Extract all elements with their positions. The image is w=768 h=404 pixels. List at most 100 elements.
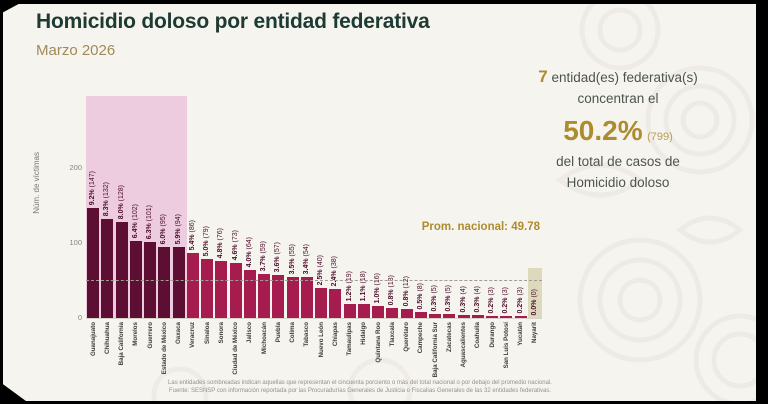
vignette-corner (0, 0, 26, 14)
x-axis-label-guanajuato: Guanajuato (89, 322, 97, 357)
bar-value-label: 1.0% (16) (374, 272, 382, 303)
bar-puebla (272, 275, 285, 318)
x-axis-label-colima: Colima (289, 322, 297, 343)
y-tick-100: 100 (69, 238, 82, 247)
bar-value-label: 5.0% (79) (203, 225, 211, 256)
bar-value-label: 6.0% (95) (160, 213, 168, 244)
page-title: Homicidio doloso por entidad federativa (36, 10, 430, 33)
x-axis-label-sinaloa: Sinaloa (203, 322, 211, 345)
x-axis-label-campeche: Campeche (417, 322, 425, 354)
national-average-line (86, 279, 542, 281)
bar-nuevo-leon (315, 288, 327, 318)
bar-durango (486, 316, 498, 318)
footnote-line2: Fuente: SESNSP con información reportada… (168, 387, 552, 394)
bar-value-label: 1.2% (19) (345, 270, 353, 301)
bar-value-label: 3.5% (55) (288, 243, 296, 274)
vignette-corner (0, 382, 30, 404)
bar-value-label: 8.3% (132) (103, 181, 111, 216)
bar-value-label: 0.2% (3) (502, 286, 510, 313)
x-axis-label-aguascalientes: Aguascalientes (460, 322, 468, 368)
x-axis-label-baja-california-sur: Baja California Sur (431, 322, 439, 378)
entity-count: 7 (538, 67, 548, 86)
bar-value-label: 0.2% (3) (516, 286, 524, 313)
x-axis-label-jalisco: Jalisco (246, 322, 254, 343)
x-axis-label-chiapas: Chiapas (331, 322, 339, 347)
x-axis-label-sonora: Sonora (217, 322, 225, 344)
vignette-corner (750, 0, 768, 10)
bar-queretaro (400, 309, 413, 318)
bar-jalisco (243, 270, 256, 318)
screen-edge-left (0, 0, 3, 404)
bar-colima (286, 277, 299, 318)
total-label-line1: del total de casos de (556, 154, 680, 169)
bar-value-label: 0.3% (5) (431, 284, 439, 311)
bar-value-label: 3.7% (59) (260, 240, 268, 271)
x-axis-label-queretaro: Querétaro (403, 322, 411, 352)
entities-label: entidad(es) federativa(s) (551, 70, 698, 85)
x-axis-label-durango: Durango (488, 322, 496, 348)
screen-edge-right (756, 0, 768, 404)
bar-value-label: 2.4% (38) (331, 255, 339, 286)
bar-morelos (129, 241, 142, 318)
bar-value-label: 8.0% (128) (117, 184, 125, 219)
bar-yucatan (514, 316, 527, 318)
bar-value-label: 0.5% (8) (416, 282, 424, 309)
bar-coahuila (471, 315, 484, 318)
bar-tabasco (300, 277, 313, 318)
bar-baja-california (115, 222, 128, 318)
x-axis-line (86, 318, 542, 319)
bar-sinaloa (201, 259, 213, 318)
footnote: Las entidades sombreadas indican aquella… (128, 380, 592, 395)
x-axis-label-oaxaca: Oaxaca (175, 322, 183, 345)
vignette-corner (752, 392, 768, 404)
bar-chart-plot: 0 100 200 9.2% (147) Guanajuato 8.3% (132) Chi… (69, 96, 542, 377)
bar-san-luis-potosi (500, 316, 513, 318)
footnote-line1: Las entidades sombreadas indican aquella… (168, 380, 552, 386)
x-axis-label-chihuahua: Chihuahua (103, 322, 111, 354)
bar-tamaulipas (343, 304, 356, 318)
concentrate-label: concentran el (577, 91, 659, 106)
bar-quintana-roo (372, 306, 384, 318)
bar-hidalgo (357, 304, 370, 318)
bar-value-label: 9.2% (147) (89, 170, 97, 205)
x-axis-label-estado-de-mexico: Estado de México (160, 322, 168, 375)
bar-campeche (414, 312, 427, 318)
x-axis-label-tamaulipas: Tamaulipas (346, 322, 354, 356)
bar-chihuahua (101, 219, 114, 318)
bar-oaxaca (172, 247, 185, 318)
y-tick-0: 0 (77, 313, 82, 322)
bar-value-label: 4.6% (73) (231, 229, 239, 260)
percent-value: 50.2% (563, 115, 643, 146)
bar-zacatecas (443, 314, 456, 318)
bar-value-label: 6.4% (102) (131, 203, 139, 238)
total-label-line2: Homicidio doloso (566, 175, 670, 190)
bar-value-label: 4.8% (76) (217, 227, 225, 258)
x-axis-label-hidalgo: Hidalgo (360, 322, 368, 345)
bar-guanajuato (87, 208, 99, 318)
national-average-label: Prom. nacional: 49.78 (421, 221, 540, 233)
x-axis-label-nuevo-leon: Nuevo León (317, 322, 325, 358)
bar-estado-de-mexico (158, 247, 171, 318)
x-axis-label-puebla: Puebla (274, 322, 282, 343)
x-axis-label-san-luis-potosi: San Luis Potosí (502, 322, 510, 369)
bar-michoacan (258, 274, 270, 318)
bar-value-label: 3.6% (57) (274, 241, 282, 272)
x-axis-label-ciudad-de-mexico: Ciudad de México (232, 322, 240, 375)
bar-aguascalientes (457, 315, 470, 318)
x-axis-label-guerrero: Guerrero (146, 322, 154, 349)
x-axis-label-zacatecas: Zacatecas (445, 322, 453, 352)
bar-value-label: 0.3% (4) (473, 285, 481, 312)
bar-value-label: 6.3% (101) (146, 204, 154, 239)
bar-value-label: 0.3% (4) (459, 285, 467, 312)
x-axis-label-nayarit: Nayarit (531, 322, 539, 343)
x-axis-label-morelos: Morelos (132, 322, 140, 346)
x-axis-label-tlaxcala: Tlaxcala (388, 322, 396, 347)
bar-chiapas (329, 289, 342, 318)
bar-value-label: 0.2% (3) (488, 286, 496, 313)
bar-value-label: 4.0% (64) (245, 236, 253, 267)
y-axis-label: Núm. de víctimas (32, 152, 41, 214)
x-axis-label-yucatan: Yucatán (517, 322, 525, 346)
bar-veracruz (186, 253, 199, 318)
percent-cases: (799) (647, 131, 673, 143)
